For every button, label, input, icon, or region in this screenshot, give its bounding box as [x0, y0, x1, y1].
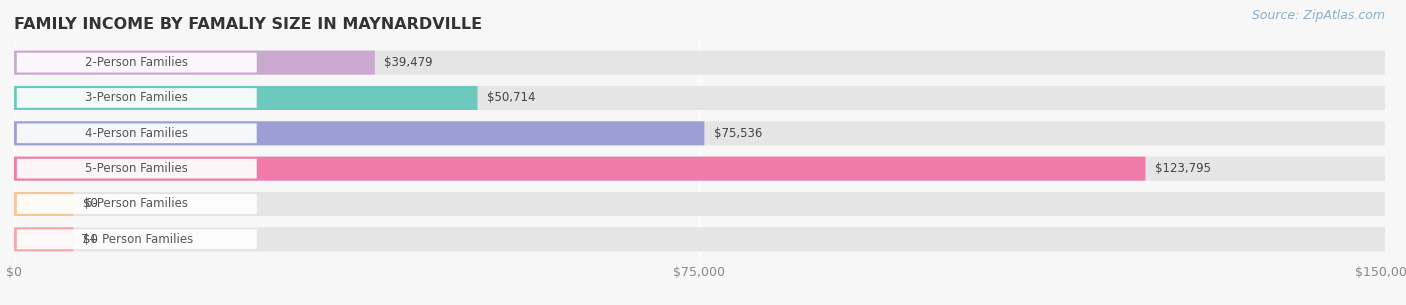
FancyBboxPatch shape: [17, 88, 257, 108]
FancyBboxPatch shape: [17, 194, 257, 214]
FancyBboxPatch shape: [14, 227, 1385, 251]
Text: $123,795: $123,795: [1154, 162, 1211, 175]
Text: 2-Person Families: 2-Person Families: [86, 56, 188, 69]
Text: $39,479: $39,479: [384, 56, 433, 69]
FancyBboxPatch shape: [14, 51, 375, 75]
Text: $0: $0: [83, 233, 98, 246]
Text: 5-Person Families: 5-Person Families: [86, 162, 188, 175]
Text: $75,536: $75,536: [714, 127, 762, 140]
FancyBboxPatch shape: [14, 157, 1146, 181]
FancyBboxPatch shape: [14, 121, 704, 145]
Text: FAMILY INCOME BY FAMALIY SIZE IN MAYNARDVILLE: FAMILY INCOME BY FAMALIY SIZE IN MAYNARD…: [14, 16, 482, 31]
FancyBboxPatch shape: [14, 51, 1385, 75]
Text: Source: ZipAtlas.com: Source: ZipAtlas.com: [1251, 9, 1385, 22]
FancyBboxPatch shape: [14, 86, 478, 110]
FancyBboxPatch shape: [17, 124, 257, 143]
FancyBboxPatch shape: [14, 157, 1385, 181]
Text: $0: $0: [83, 197, 98, 210]
Text: 3-Person Families: 3-Person Families: [86, 92, 188, 105]
Text: 7+ Person Families: 7+ Person Families: [80, 233, 193, 246]
FancyBboxPatch shape: [17, 53, 257, 73]
FancyBboxPatch shape: [14, 192, 73, 216]
FancyBboxPatch shape: [17, 159, 257, 178]
FancyBboxPatch shape: [14, 227, 73, 251]
Text: $50,714: $50,714: [486, 92, 536, 105]
Text: 6-Person Families: 6-Person Families: [86, 197, 188, 210]
Text: 4-Person Families: 4-Person Families: [86, 127, 188, 140]
FancyBboxPatch shape: [17, 229, 257, 249]
FancyBboxPatch shape: [14, 121, 1385, 145]
FancyBboxPatch shape: [14, 86, 1385, 110]
FancyBboxPatch shape: [14, 192, 1385, 216]
